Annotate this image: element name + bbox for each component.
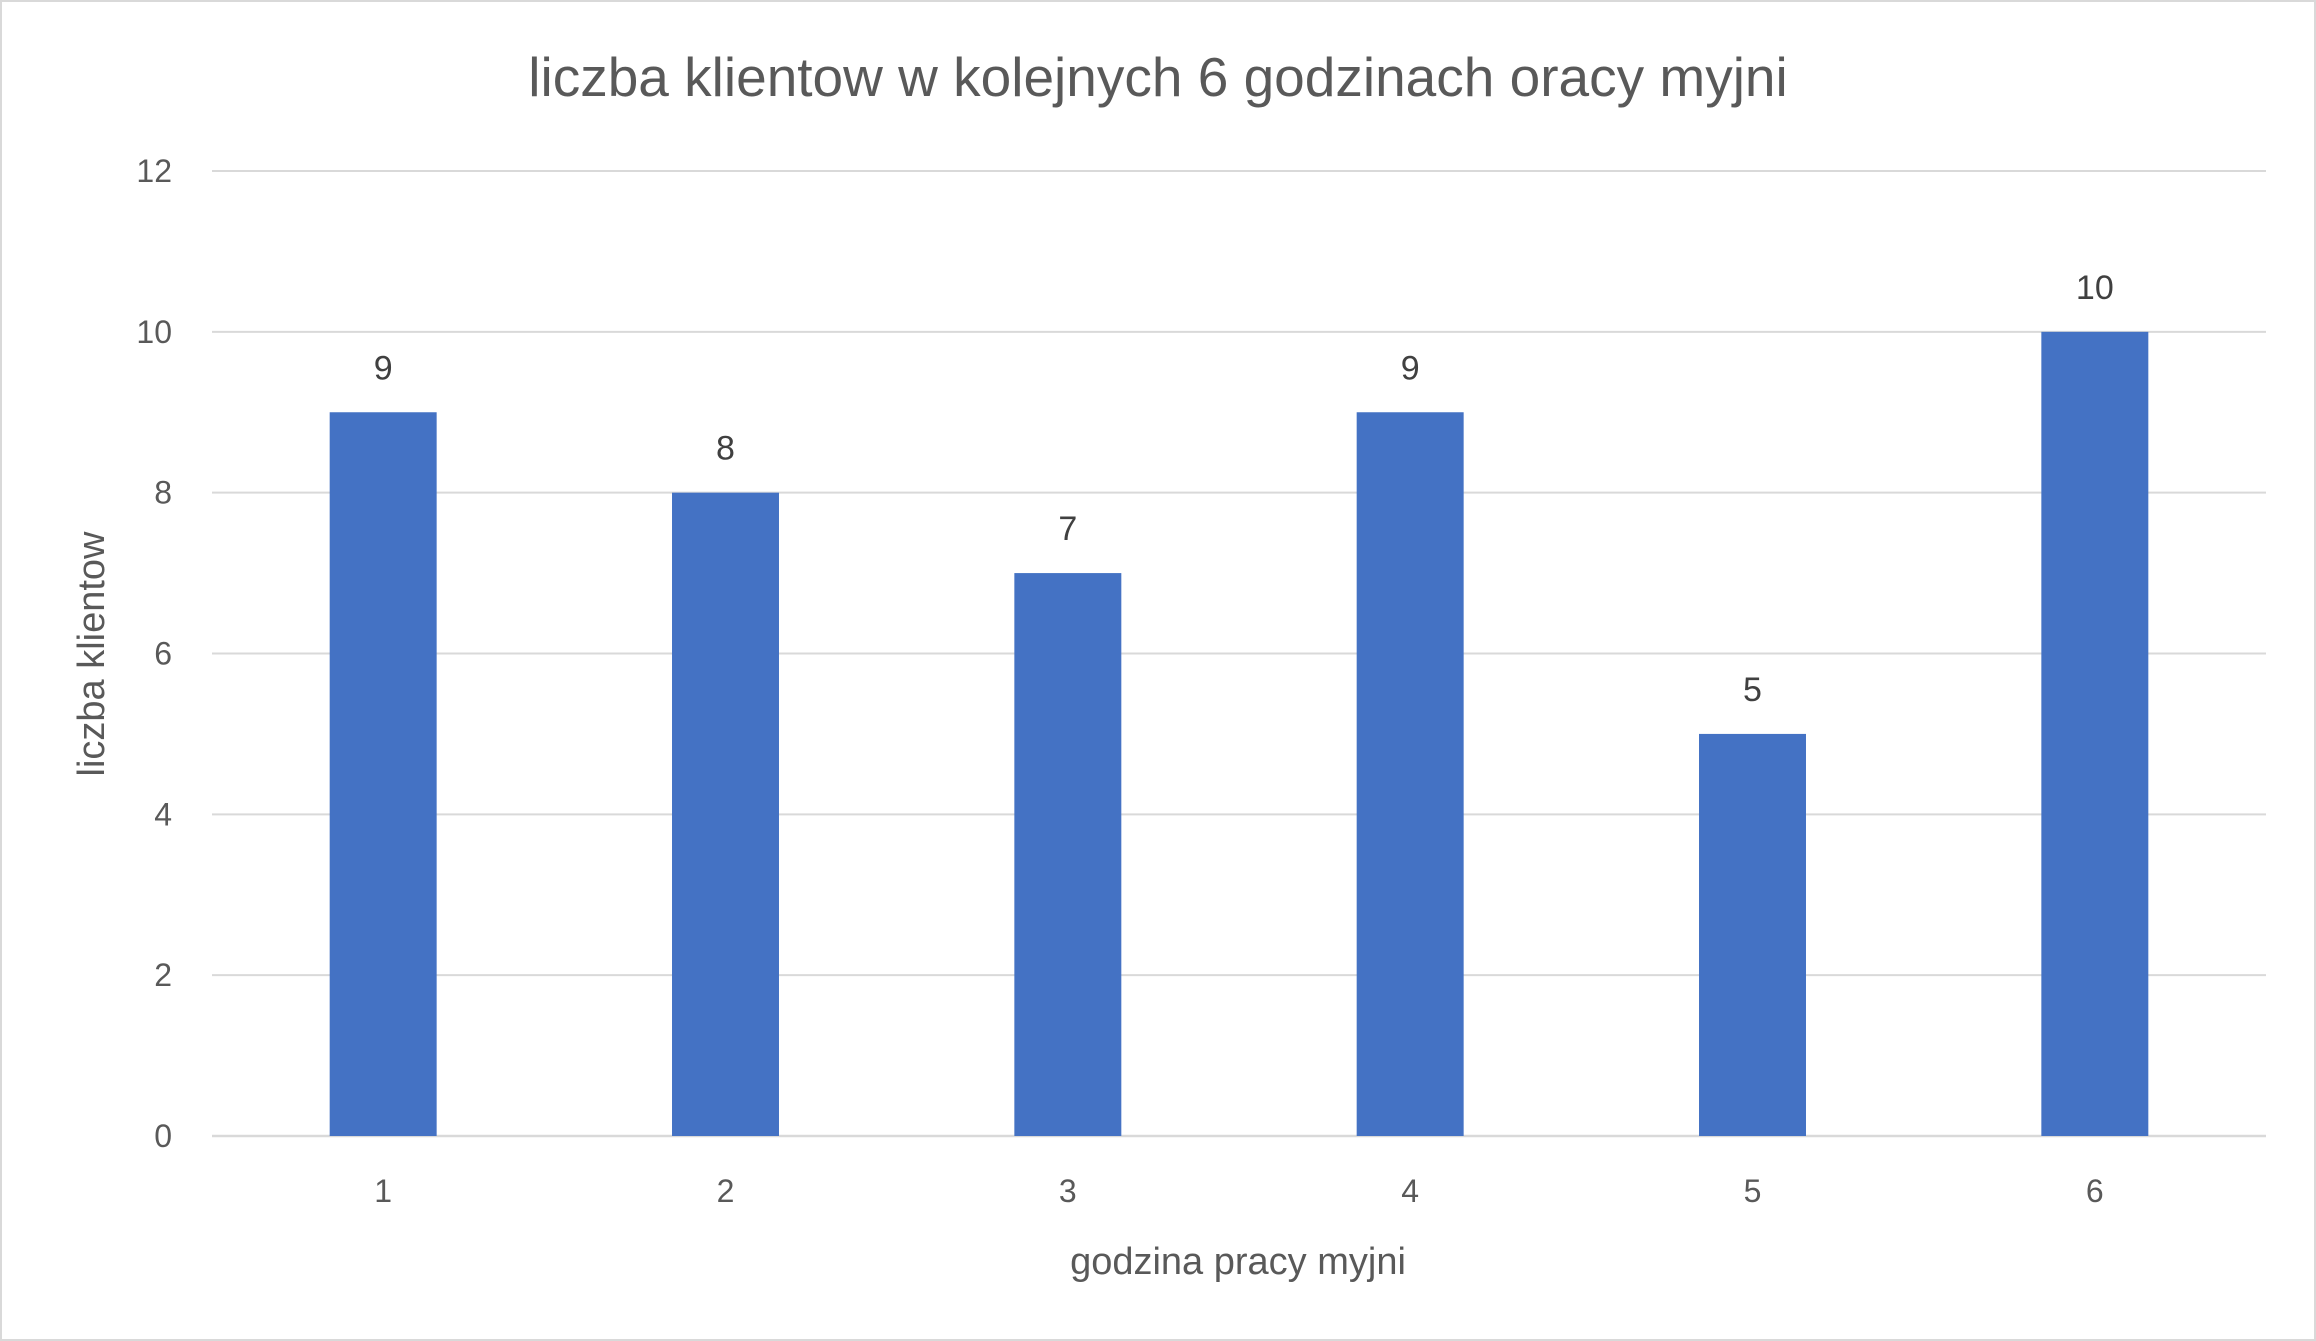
x-tick-label: 2 (717, 1173, 735, 1209)
data-label: 10 (2076, 269, 2114, 307)
y-tick-label: 12 (136, 153, 172, 189)
data-labels: 9 8 7 9 5 10 (374, 269, 2114, 709)
y-axis-ticks: 0 2 4 6 8 10 12 (136, 153, 172, 1154)
x-axis-title: godzina pracy myjni (1070, 1241, 1406, 1283)
y-tick-label: 4 (154, 796, 172, 832)
x-tick-label: 5 (1744, 1173, 1762, 1209)
y-axis-title: liczba klientow (71, 531, 113, 777)
data-label: 8 (716, 430, 735, 468)
x-tick-label: 1 (374, 1173, 392, 1209)
x-tick-label: 6 (2086, 1173, 2104, 1209)
bar (329, 412, 437, 1136)
data-label: 9 (374, 349, 393, 387)
bar (672, 492, 779, 1137)
bar (1014, 573, 1122, 1136)
x-tick-label: 3 (1059, 1173, 1077, 1209)
bar (2041, 331, 2149, 1136)
x-axis-ticks: 1 2 3 4 5 6 (374, 1173, 2103, 1209)
data-label: 5 (1743, 671, 1762, 709)
y-tick-label: 8 (154, 475, 172, 511)
bar (1699, 733, 1806, 1136)
x-tick-label: 4 (1401, 1173, 1419, 1209)
data-label: 9 (1401, 349, 1420, 387)
y-tick-label: 6 (154, 636, 172, 672)
bars (329, 331, 2149, 1137)
gridlines (212, 170, 2266, 1138)
y-tick-label: 10 (136, 314, 172, 350)
y-tick-label: 2 (154, 957, 172, 993)
data-label: 7 (1058, 510, 1077, 548)
bar (1356, 412, 1464, 1136)
chart-title: liczba klientow w kolejnych 6 godzinach … (528, 46, 1787, 108)
y-tick-label: 0 (154, 1118, 172, 1154)
